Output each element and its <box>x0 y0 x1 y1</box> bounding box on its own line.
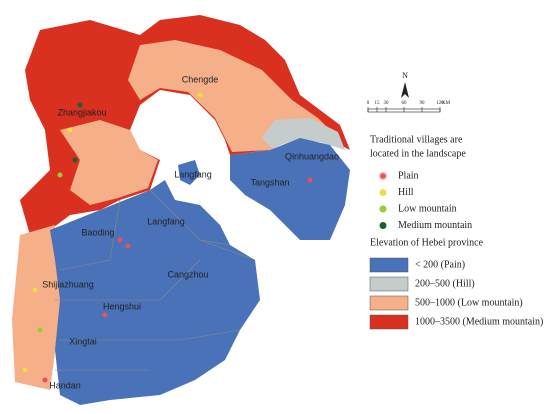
legend-label: Low mountain <box>398 203 457 214</box>
city-label: Shijiazhuang <box>42 279 94 289</box>
legend-marker <box>379 189 387 196</box>
legend-marker <box>379 222 387 229</box>
hebei-map <box>12 15 350 405</box>
city-label: Langfang <box>147 216 185 226</box>
legend-title: located in the landscape <box>370 148 466 159</box>
city-label: Zhangjiakou <box>57 107 106 117</box>
plain-region <box>230 138 350 240</box>
legend-label: Hill <box>398 187 414 198</box>
north-label: N <box>402 71 408 80</box>
village-dot <box>307 177 313 183</box>
city-label: Handan <box>49 380 81 390</box>
legend-marker <box>379 205 387 213</box>
city-label: Qinhuangdao <box>285 151 339 161</box>
city-label: Cangzhou <box>167 269 208 279</box>
legend-title: Elevation of Hebei province <box>370 237 484 248</box>
village-dot <box>125 243 131 249</box>
village-dot <box>57 172 63 178</box>
legend-marker <box>378 171 388 181</box>
scale-tick-label: 0 <box>367 101 370 106</box>
scale-tick-label: 30 <box>384 101 390 106</box>
low-mountain-region <box>60 120 158 205</box>
scale-tick-label: 60 <box>402 101 408 106</box>
boundary <box>55 189 256 371</box>
village-dot <box>67 127 73 133</box>
city-labels: Chengde Zhangjiakou Qinhuangdao Langfang… <box>42 74 339 390</box>
low-mountain-region <box>12 225 62 390</box>
city-label: Langfang <box>174 169 212 179</box>
village-dot <box>197 92 203 98</box>
city-label: Xingtai <box>69 336 97 346</box>
village-dot <box>42 377 48 383</box>
city-label: Hengshui <box>103 301 141 311</box>
legend-label: 1000–3500 (Medium mountain) <box>415 316 543 327</box>
legend-swatch <box>369 257 409 273</box>
villages <box>22 92 313 383</box>
legend-swatch <box>369 295 409 311</box>
legend-swatch <box>369 276 409 292</box>
legend-title: Traditional villages are <box>370 134 463 145</box>
village-dot <box>72 157 78 163</box>
village-dot <box>117 237 123 243</box>
north-arrow-icon <box>401 82 409 98</box>
city-label: Tangshan <box>250 177 289 187</box>
scale-unit: KM <box>442 101 451 106</box>
hill-region <box>262 118 345 150</box>
legend-swatch <box>369 314 409 330</box>
legend-label: Plain <box>398 170 419 181</box>
village-dot <box>32 287 38 293</box>
legend-label: 200–500 (Hill) <box>415 278 475 289</box>
north-arrow: N <box>401 71 409 98</box>
village-dot <box>77 102 83 108</box>
scale-tick-label: 90 <box>420 101 426 106</box>
legend-label: < 200 (Pain) <box>415 259 465 270</box>
plain-region <box>178 160 200 185</box>
village-dot <box>37 327 43 333</box>
city-label: Chengde <box>182 74 219 84</box>
legend: Traditional villages are located in the … <box>369 134 543 330</box>
legend-label: 500–1000 (Low mountain) <box>415 297 523 308</box>
village-dot <box>22 367 28 373</box>
plain-region <box>50 180 260 405</box>
village-dot <box>102 312 108 318</box>
scale-tick-label: 15 <box>375 101 381 106</box>
scale-tick-label: 120 <box>436 101 444 106</box>
legend-label: Medium mountain <box>398 220 472 231</box>
city-label: Baoding <box>81 227 114 237</box>
